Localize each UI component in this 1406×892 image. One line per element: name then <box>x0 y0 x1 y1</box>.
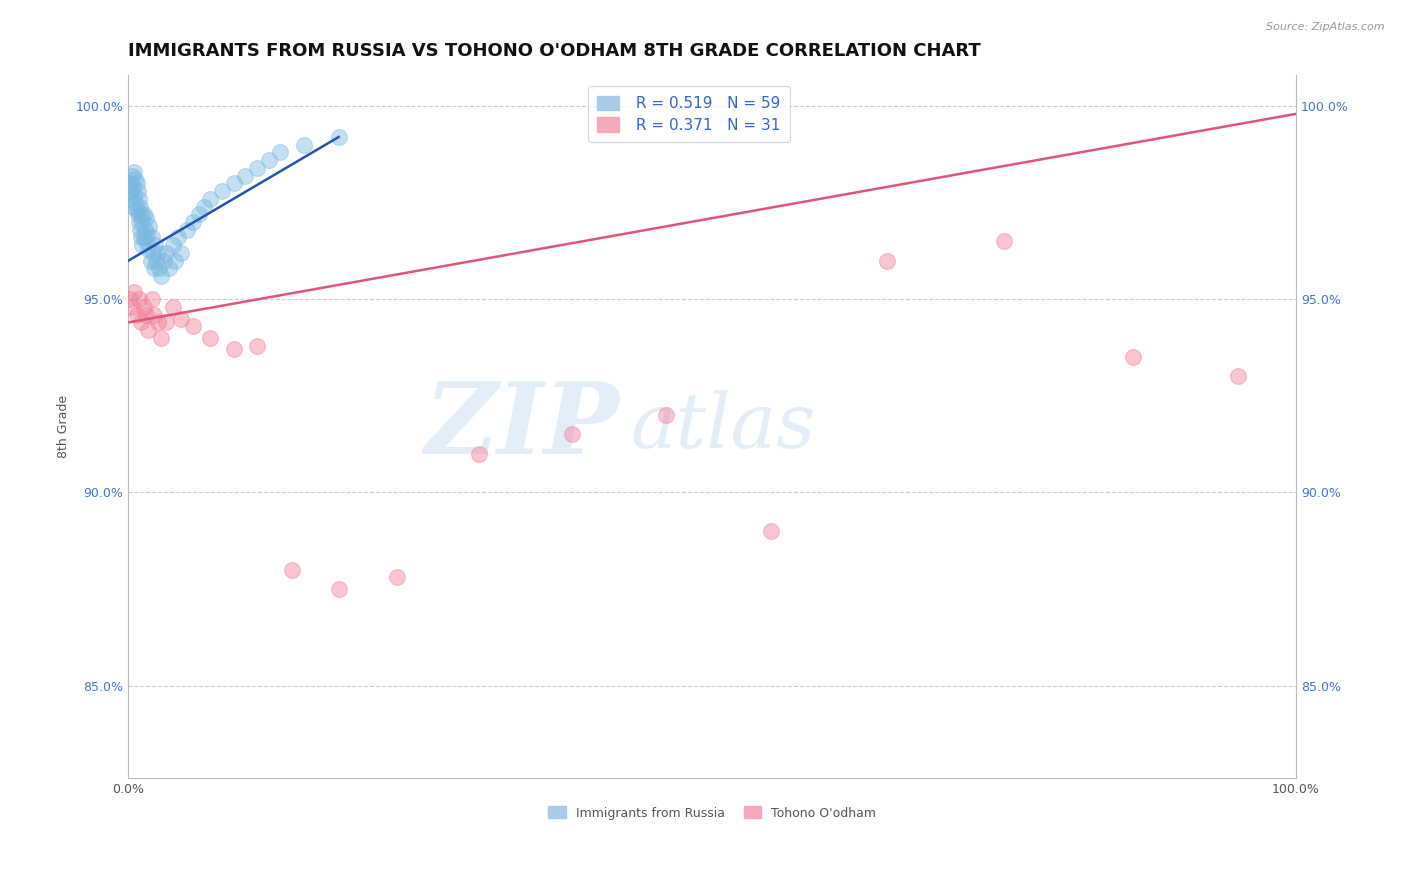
Point <box>176 223 198 237</box>
Text: atlas: atlas <box>630 390 815 464</box>
Point <box>136 227 159 241</box>
Point <box>118 292 141 306</box>
Point <box>152 253 174 268</box>
Point <box>181 319 204 334</box>
Point <box>128 192 150 206</box>
Point <box>211 184 233 198</box>
Point <box>292 137 315 152</box>
Point <box>135 211 157 226</box>
Point <box>200 331 222 345</box>
Point <box>468 447 491 461</box>
Point <box>155 246 177 260</box>
Point <box>141 292 163 306</box>
Point <box>127 207 149 221</box>
Point <box>222 177 245 191</box>
Point <box>187 207 209 221</box>
Point <box>143 308 166 322</box>
Point <box>170 246 193 260</box>
Point <box>118 177 141 191</box>
Point <box>138 219 160 233</box>
Point <box>132 230 155 244</box>
Legend: Immigrants from Russia, Tohono O'odham: Immigrants from Russia, Tohono O'odham <box>543 801 882 825</box>
Point <box>150 268 173 283</box>
Point <box>145 253 167 268</box>
Point <box>127 184 149 198</box>
Point <box>148 261 170 276</box>
Y-axis label: 8th Grade: 8th Grade <box>58 395 70 458</box>
Point <box>269 145 291 160</box>
Point <box>120 184 142 198</box>
Point <box>122 180 145 194</box>
Point <box>136 242 159 256</box>
Point <box>157 261 180 276</box>
Point <box>124 172 146 186</box>
Point <box>328 130 350 145</box>
Point <box>135 308 157 322</box>
Point <box>193 200 215 214</box>
Point <box>139 253 162 268</box>
Point <box>993 235 1015 249</box>
Point <box>200 192 222 206</box>
Point <box>654 408 676 422</box>
Point <box>121 169 143 183</box>
Point <box>170 311 193 326</box>
Text: Source: ZipAtlas.com: Source: ZipAtlas.com <box>1267 22 1385 32</box>
Point <box>134 223 156 237</box>
Point <box>121 300 143 314</box>
Point <box>128 292 150 306</box>
Point <box>131 215 153 229</box>
Point <box>246 338 269 352</box>
Point <box>129 200 152 214</box>
Text: IMMIGRANTS FROM RUSSIA VS TOHONO O'ODHAM 8TH GRADE CORRELATION CHART: IMMIGRANTS FROM RUSSIA VS TOHONO O'ODHAM… <box>128 42 981 60</box>
Point <box>1122 350 1144 364</box>
Point <box>143 261 166 276</box>
Point <box>129 223 152 237</box>
Point <box>131 315 153 329</box>
Point <box>233 169 256 183</box>
Point <box>165 253 187 268</box>
Point <box>124 195 146 210</box>
Point <box>135 235 157 249</box>
Point <box>131 230 153 244</box>
Point <box>125 203 148 218</box>
Point <box>328 582 350 596</box>
Point <box>128 215 150 229</box>
Point <box>257 153 280 168</box>
Text: ZIP: ZIP <box>423 378 619 475</box>
Point <box>121 192 143 206</box>
Point <box>141 230 163 244</box>
Point <box>246 161 269 175</box>
Point <box>142 246 165 260</box>
Point <box>132 207 155 221</box>
Point <box>124 165 146 179</box>
Point <box>125 177 148 191</box>
Point <box>150 331 173 345</box>
Point <box>122 200 145 214</box>
Point <box>146 315 169 329</box>
Point <box>131 238 153 252</box>
Point <box>162 300 184 314</box>
Point <box>131 207 153 221</box>
Point <box>876 253 898 268</box>
Point <box>146 246 169 260</box>
Point <box>561 427 583 442</box>
Point <box>162 238 184 252</box>
Point <box>759 524 782 538</box>
Point <box>222 343 245 357</box>
Point <box>166 230 188 244</box>
Point <box>125 308 148 322</box>
Point <box>1226 369 1249 384</box>
Point <box>136 323 159 337</box>
Point <box>143 238 166 252</box>
Point <box>132 300 155 314</box>
Point <box>124 188 146 202</box>
Point <box>124 285 146 299</box>
Point <box>155 315 177 329</box>
Point <box>385 570 408 584</box>
Point <box>181 215 204 229</box>
Point <box>281 563 304 577</box>
